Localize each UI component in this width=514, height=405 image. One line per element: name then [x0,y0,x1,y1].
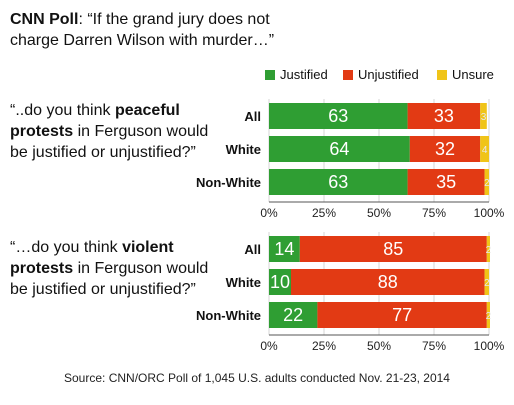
data-label-unsure: 4 [482,145,488,156]
bar-segment-unsure [486,236,490,262]
row-label: White [226,275,261,290]
legend-item-unsure: Unsure [437,67,494,82]
data-label-justified: 22 [283,305,303,325]
bar-segment-unsure [486,302,490,328]
chart-title: CNN Poll: “If the grand jury does not ch… [10,9,310,51]
row-label: Non-White [196,175,261,190]
bar-segment-unsure [484,269,489,295]
data-label-unjustified: 88 [378,272,398,292]
data-label-unjustified: 33 [434,106,454,126]
bar-segment-unsure [480,103,487,129]
question-violent-bold: violent protests [10,239,174,277]
question-peaceful-suffix: in Ferguson would be justified or unjust… [10,123,209,161]
data-label-justified: 10 [270,272,290,292]
x-tick-label: 50% [367,339,391,353]
row-label: All [244,242,261,257]
title-text: : “If the grand jury does not charge Dar… [10,11,275,49]
row-label: White [226,142,261,157]
x-tick-label: 75% [422,339,446,353]
bar-segment-unjustified [409,136,481,162]
x-tick-label: 100% [474,339,505,353]
question-violent-prefix: “…do you think [10,239,123,256]
x-tick-label: 0% [260,339,278,353]
row-label: Non-White [196,308,261,323]
legend-item-unjustified: Unjustified [343,67,419,82]
legend-swatch-justified [265,70,275,80]
bar-segment-unsure [480,136,489,162]
x-tick-label: 100% [474,206,505,220]
row-label: All [244,109,261,124]
data-label-unsure: 2 [486,311,492,322]
data-label-unsure: 3 [481,112,487,123]
data-label-unjustified: 32 [435,139,455,159]
legend-label-unjustified: Unjustified [358,67,419,82]
bar-segment-justified [269,236,300,262]
data-label-justified: 63 [328,106,348,126]
bar-segment-unjustified [299,236,487,262]
bar-segment-unjustified [317,302,487,328]
source-note: Source: CNN/ORC Poll of 1,045 U.S. adult… [64,371,450,385]
data-label-unsure: 2 [486,245,492,256]
data-label-unjustified: 35 [436,172,456,192]
data-label-unsure: 2 [484,178,490,189]
question-violent: “…do you think violent protests in Fergu… [10,237,210,300]
x-tick-label: 75% [422,206,446,220]
question-peaceful-prefix: “..do you think [10,102,115,119]
legend-item-justified: Justified [265,67,328,82]
data-label-justified: 64 [329,139,349,159]
data-label-unsure: 2 [484,278,490,289]
bar-segment-unjustified [291,269,485,295]
bar-segment-unjustified [407,103,481,129]
x-tick-label: 25% [312,206,336,220]
x-tick-label: 25% [312,339,336,353]
legend-label-justified: Justified [280,67,328,82]
data-label-unjustified: 85 [383,239,403,259]
title-bold: CNN Poll [10,11,79,28]
legend-swatch-unsure [437,70,447,80]
question-peaceful: “..do you think peaceful protests in Fer… [10,100,210,163]
data-label-justified: 63 [328,172,348,192]
x-tick-label: 0% [260,206,278,220]
bar-segment-unsure [484,169,489,195]
question-peaceful-bold: peaceful protests [10,102,180,140]
bar-segment-justified [269,136,410,162]
bar-segment-justified [269,269,291,295]
legend-label-unsure: Unsure [452,67,494,82]
bar-segment-justified [269,169,408,195]
legend-swatch-unjustified [343,70,353,80]
data-label-justified: 14 [274,239,294,259]
x-tick-label: 50% [367,206,391,220]
data-label-unjustified: 77 [392,305,412,325]
question-violent-suffix: in Ferguson would be justified or unjust… [10,260,209,298]
bar-segment-justified [269,103,408,129]
bar-segment-unjustified [407,169,485,195]
bar-segment-justified [269,302,318,328]
